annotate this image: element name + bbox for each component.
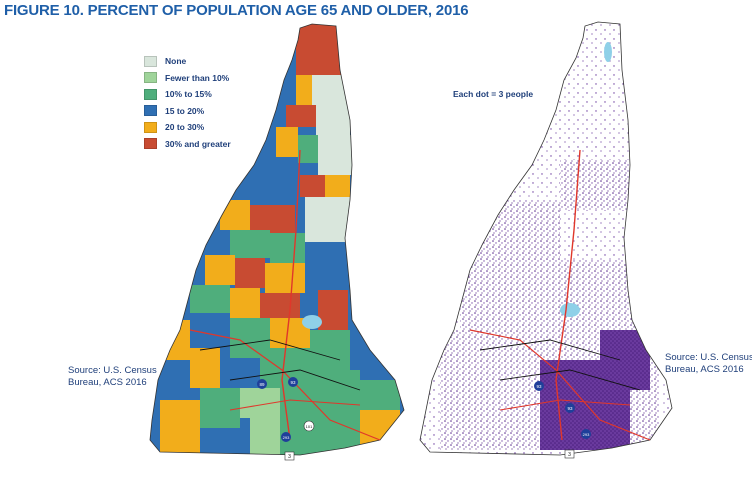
source-line-1: Source: U.S. Census	[665, 352, 752, 363]
legend: None Fewer than 10% 10% to 15% 15 to 20%…	[144, 53, 264, 152]
legend-label: Fewer than 10%	[165, 72, 230, 83]
legend-item-15-to-20: 15 to 20%	[144, 103, 264, 120]
source-line-1: Source: U.S. Census	[68, 365, 157, 376]
source-note-right: Source: U.S. Census Bureau, ACS 2016	[665, 352, 752, 376]
legend-label: 10% to 15%	[165, 89, 212, 100]
shield-label: 89	[259, 382, 265, 387]
shield-label: 93	[536, 384, 542, 389]
shield-label: 293	[283, 435, 290, 440]
legend-label: 30% and greater	[165, 138, 231, 149]
shield-label: 293	[583, 432, 590, 437]
dot-density-note: Each dot = 3 people	[453, 89, 534, 99]
right-dot-density-map	[419, 21, 673, 456]
figure-title-text: PERCENT OF POPULATION AGE 65 AND OLDER, …	[87, 2, 469, 19]
interstate-293-shield-left: 293	[281, 432, 291, 442]
shield-label: 93	[290, 380, 296, 385]
route-101-shield-left: 101	[303, 420, 315, 432]
source-line-2: Bureau, ACS 2016	[68, 377, 147, 388]
legend-item-10-to-15: 10% to 15%	[144, 86, 264, 103]
route-3-shield-left: 3	[284, 451, 295, 461]
legend-swatch	[144, 138, 157, 150]
interstate-293-shield-right: 293	[581, 429, 591, 439]
legend-item-none: None	[144, 53, 264, 70]
legend-label: 20 to 30%	[165, 122, 205, 133]
legend-swatch	[144, 72, 157, 84]
legend-item-fewer-than-10: Fewer than 10%	[144, 70, 264, 87]
figure-number: FIGURE 10.	[4, 2, 84, 19]
source-line-2: Bureau, ACS 2016	[665, 364, 744, 375]
shield-label: 3	[288, 454, 291, 460]
route-3-shield-right: 3	[564, 449, 575, 459]
figure-title: FIGURE 10. PERCENT OF POPULATION AGE 65 …	[4, 2, 469, 19]
legend-swatch	[144, 105, 157, 117]
legend-item-20-to-30: 20 to 30%	[144, 119, 264, 136]
legend-swatch	[144, 55, 157, 67]
legend-swatch	[144, 121, 157, 133]
highway-shields: 93 89 293 101 3 93 93 293	[257, 377, 591, 461]
legend-label: None	[165, 56, 187, 67]
interstate-93-shield-left: 93	[288, 377, 298, 387]
interstate-93-shield-right: 93	[534, 381, 544, 391]
interstate-89-shield-left: 89	[257, 379, 267, 389]
shield-label: 3	[568, 452, 571, 458]
shield-label: 101	[306, 424, 313, 429]
legend-swatch	[144, 88, 157, 100]
source-note-left: Source: U.S. Census Bureau, ACS 2016	[68, 365, 157, 389]
interstate-89-shield-right: 93	[565, 403, 575, 413]
legend-label: 15 to 20%	[165, 105, 205, 116]
legend-item-30-and-greater: 30% and greater	[144, 136, 264, 153]
shield-label: 93	[567, 406, 573, 411]
